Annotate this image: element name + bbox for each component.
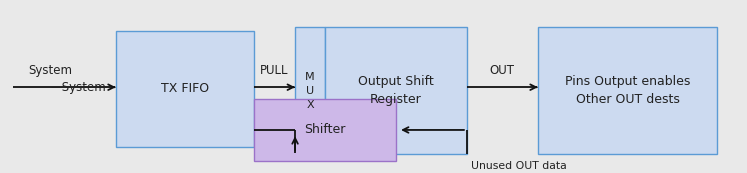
Text: M
U
X: M U X xyxy=(306,72,314,110)
Text: —System: —System xyxy=(50,81,106,94)
FancyBboxPatch shape xyxy=(295,27,325,154)
FancyBboxPatch shape xyxy=(254,99,396,161)
FancyBboxPatch shape xyxy=(325,27,467,154)
FancyBboxPatch shape xyxy=(538,27,717,154)
Text: OUT: OUT xyxy=(490,64,515,77)
Text: Shifter: Shifter xyxy=(304,124,346,136)
Text: Pins Output enables
Other OUT dests: Pins Output enables Other OUT dests xyxy=(565,75,690,106)
Text: TX FIFO: TX FIFO xyxy=(161,82,209,95)
Text: Unused OUT data: Unused OUT data xyxy=(471,161,566,171)
Text: Output Shift
Register: Output Shift Register xyxy=(358,75,434,106)
FancyBboxPatch shape xyxy=(116,31,254,147)
Text: System: System xyxy=(28,64,72,77)
Text: PULL: PULL xyxy=(260,64,289,77)
